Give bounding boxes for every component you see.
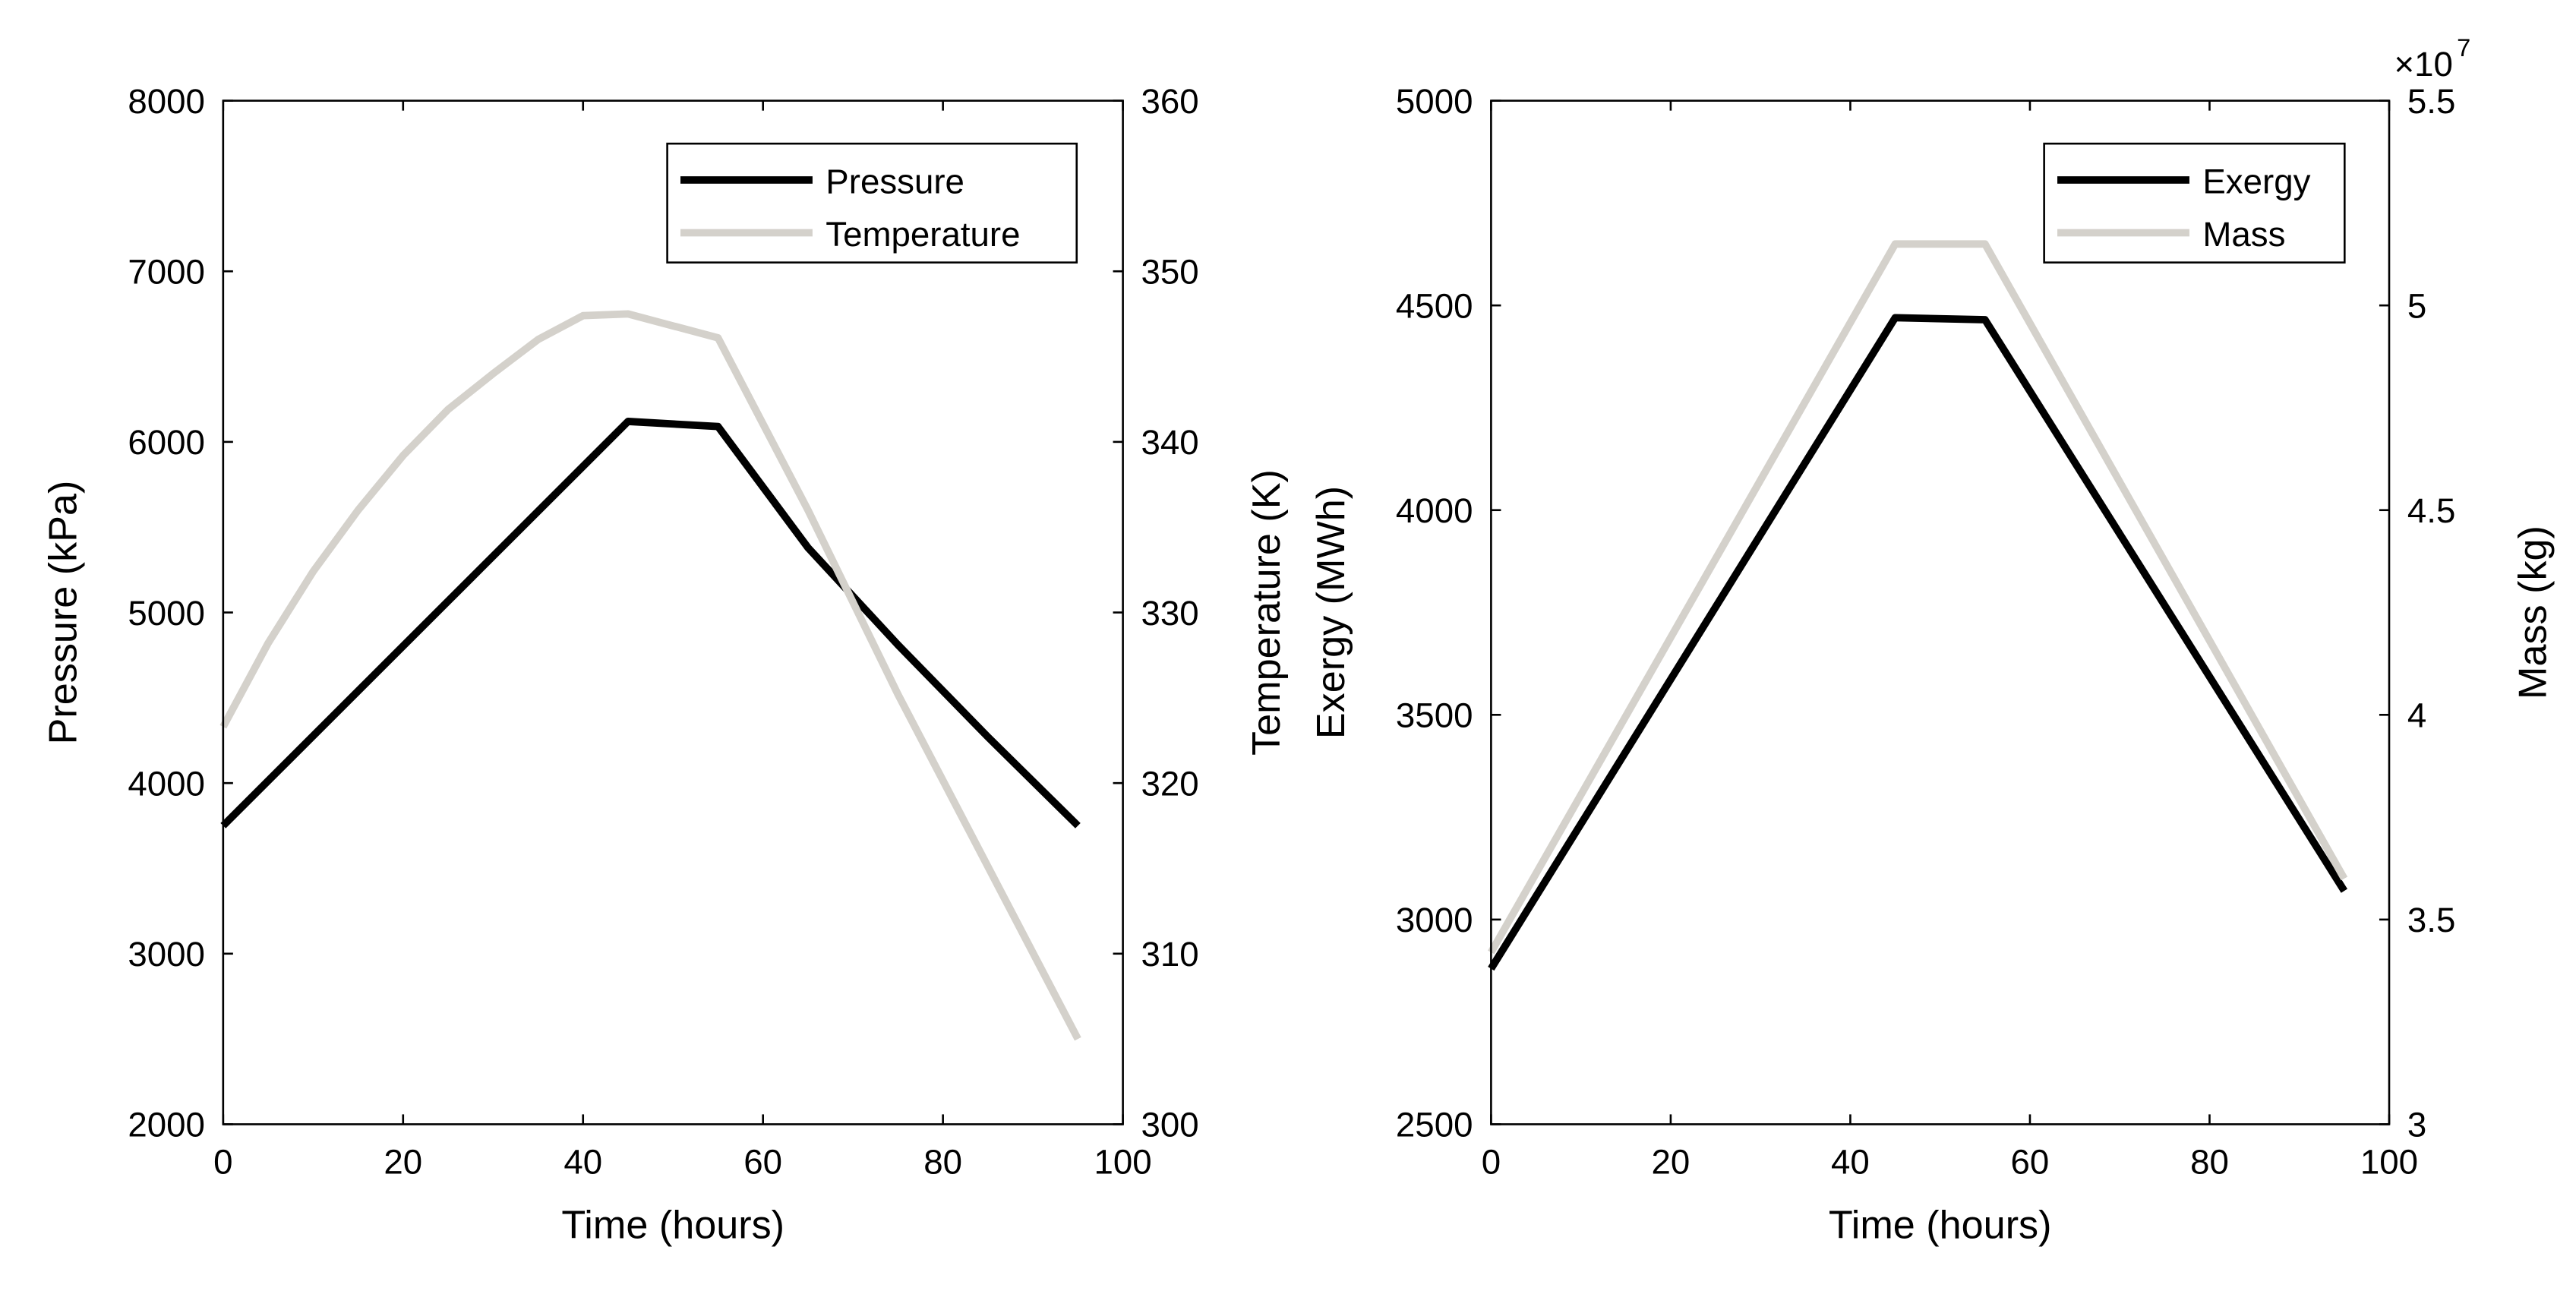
y-left-tick-label: 8000 [128, 82, 205, 121]
y-right-tick-label: 340 [1141, 423, 1199, 462]
y-right-axis-label: Mass (kg) [2511, 526, 2555, 699]
x-tick-label: 20 [384, 1143, 422, 1182]
y-left-tick-label: 2500 [1396, 1106, 1473, 1144]
y-right-tick-label: 4 [2407, 696, 2426, 735]
legend-label-pressure: Pressure [826, 162, 964, 200]
x-tick-label: 60 [743, 1143, 782, 1182]
y-left-tick-label: 5000 [1396, 82, 1473, 121]
y-right-tick-label: 330 [1141, 594, 1199, 633]
series-line-pressure [220, 418, 1081, 829]
y-right-tick-label: 4.5 [2407, 491, 2455, 530]
y-left-tick-label: 2000 [128, 1106, 205, 1144]
y-left-axis-label: Pressure (kPa) [41, 481, 85, 745]
x-tick-label: 0 [213, 1143, 232, 1182]
y-left-tick-label: 4500 [1396, 286, 1473, 325]
y-left-tick-label: 3500 [1396, 696, 1473, 735]
y-right-exponent-power: 7 [2457, 33, 2470, 62]
y-right-tick-label: 360 [1141, 82, 1199, 121]
y-left-tick-label: 5000 [128, 594, 205, 633]
y-right-tick-label: 5.5 [2407, 82, 2455, 121]
y-right-tick-label: 350 [1141, 253, 1199, 292]
legend-box [666, 142, 1078, 264]
legend-label-mass: Mass [2202, 215, 2285, 254]
y-right-tick-label: 320 [1141, 764, 1199, 803]
legend-label-exergy: Exergy [2202, 162, 2310, 200]
y-right-axis-label: Temperature (K) [1245, 469, 1289, 756]
x-tick-label: 60 [2011, 1143, 2050, 1182]
x-axis-label: Time (hours) [1829, 1203, 2052, 1247]
x-axis-label: Time (hours) [561, 1203, 784, 1247]
x-tick-label: 40 [564, 1143, 602, 1182]
legend: Pressure Temperature [666, 142, 1078, 264]
x-tick-label: 100 [1094, 1143, 1152, 1182]
y-right-exponent: ×10 [2394, 45, 2453, 84]
y-right-tick-label: 5 [2407, 286, 2426, 325]
y-left-tick-label: 3000 [128, 935, 205, 974]
x-tick-label: 40 [1831, 1143, 1870, 1182]
axes-box [1490, 99, 2391, 1125]
y-left-axis-label: Exergy (MWh) [1309, 486, 1353, 739]
x-tick-label: 80 [2190, 1143, 2229, 1182]
x-tick-label: 0 [1482, 1143, 1501, 1182]
y-right-tick-label: 310 [1141, 935, 1199, 974]
y-right-tick-label: 300 [1141, 1106, 1199, 1144]
x-tick-label: 20 [1652, 1143, 1690, 1182]
series-line-temperature [219, 310, 1081, 1041]
y-left-tick-label: 4000 [128, 764, 205, 803]
y-left-tick-label: 4000 [1396, 491, 1473, 530]
legend: Exergy Mass [2043, 142, 2346, 264]
x-tick-label: 100 [2360, 1143, 2418, 1182]
series-line-exergy [1488, 314, 2348, 971]
legend-label-temperature: Temperature [826, 215, 1020, 254]
x-tick-label: 80 [923, 1143, 962, 1182]
y-left-tick-label: 3000 [1396, 901, 1473, 939]
y-left-tick-label: 7000 [128, 253, 205, 292]
y-left-tick-label: 6000 [128, 423, 205, 462]
legend-box [2043, 142, 2346, 264]
series-line-mass [1488, 240, 2348, 955]
right-chart-exergy-mass: 0 20 40 60 80 100 2500 3000 3500 4000 4500 5000 3 3.5… [1309, 33, 2555, 1248]
y-right-tick-label: 3 [2407, 1106, 2426, 1144]
y-right-tick-label: 3.5 [2407, 901, 2455, 939]
left-chart-pressure-temperature: 0 20 40 60 80 100 2000 3000 4000 5000 6000 7000 8000… [41, 82, 1289, 1248]
